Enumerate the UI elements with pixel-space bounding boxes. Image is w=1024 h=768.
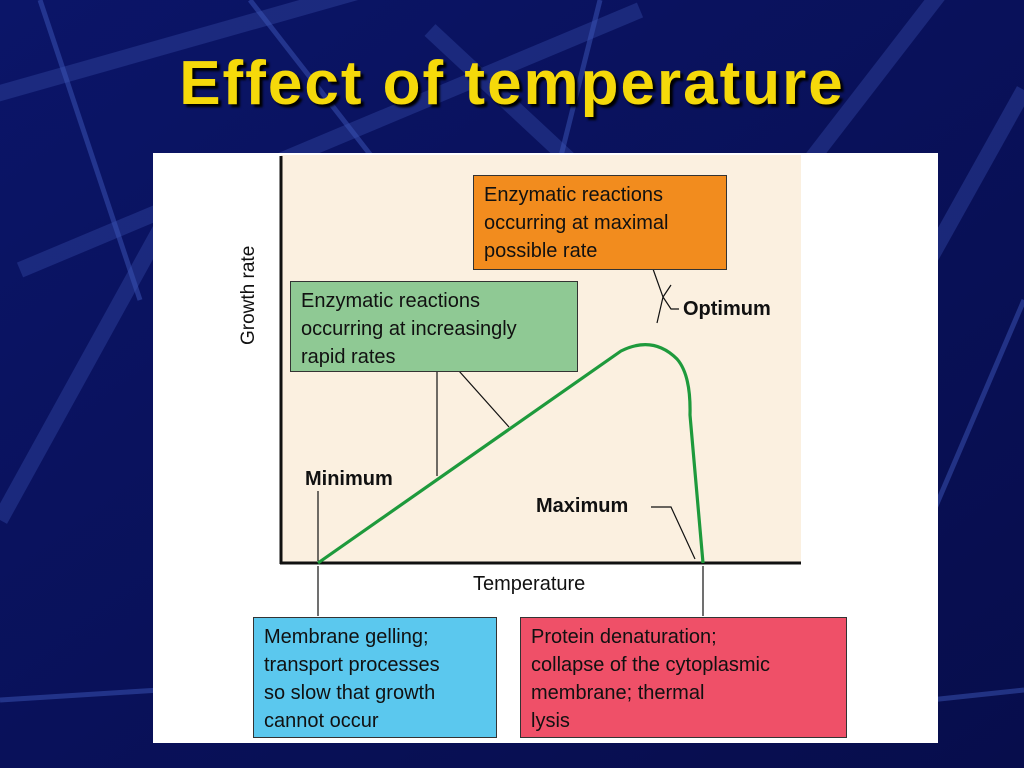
rising-box-line: occurring at increasingly (301, 318, 517, 340)
slide-title: Effect of temperature (179, 49, 845, 118)
optimum-description-box: Enzymatic reactions occurring at maximal… (473, 175, 727, 270)
minimum-label: Minimum (305, 468, 393, 490)
y-axis-label: Growth rate (238, 245, 259, 345)
optimum-box-line: Enzymatic reactions (484, 184, 663, 206)
growth-curve (317, 343, 705, 565)
minimum-box-line: transport processes (264, 654, 440, 676)
maximum-box-line: collapse of the cytoplasmic (531, 654, 771, 676)
rising-leader-diagonal (458, 370, 510, 428)
rising-description-box: Enzymatic reactions occurring at increas… (290, 281, 578, 372)
rising-box-line: Enzymatic reactions (301, 290, 480, 312)
maximum-box-line: membrane; thermal (531, 682, 705, 704)
maximum-box-line: lysis (531, 710, 570, 732)
minimum-box-line: cannot occur (264, 710, 379, 732)
x-axis-label: Temperature (473, 573, 586, 595)
maximum-label: Maximum (536, 495, 629, 517)
minimum-box-line: so slow that growth (264, 682, 436, 704)
optimum-box-line: occurring at maximal (484, 212, 669, 234)
minimum-box-line: Membrane gelling; (264, 626, 429, 648)
maximum-pointer (651, 506, 696, 560)
maximum-description-box: Protein denaturation; collapse of the cy… (520, 617, 847, 738)
diagram-graphics (279, 156, 801, 616)
minimum-description-box: Membrane gelling; transport processes so… (253, 617, 497, 738)
optimum-box-line: possible rate (484, 240, 598, 262)
diagram-panel: Growth rate Temperature Minimum Optimum … (153, 153, 938, 743)
optimum-label: Optimum (683, 298, 771, 320)
maximum-box-line: Protein denaturation; (531, 626, 717, 648)
optimum-bracket (652, 268, 679, 324)
rising-box-line: rapid rates (301, 346, 396, 368)
